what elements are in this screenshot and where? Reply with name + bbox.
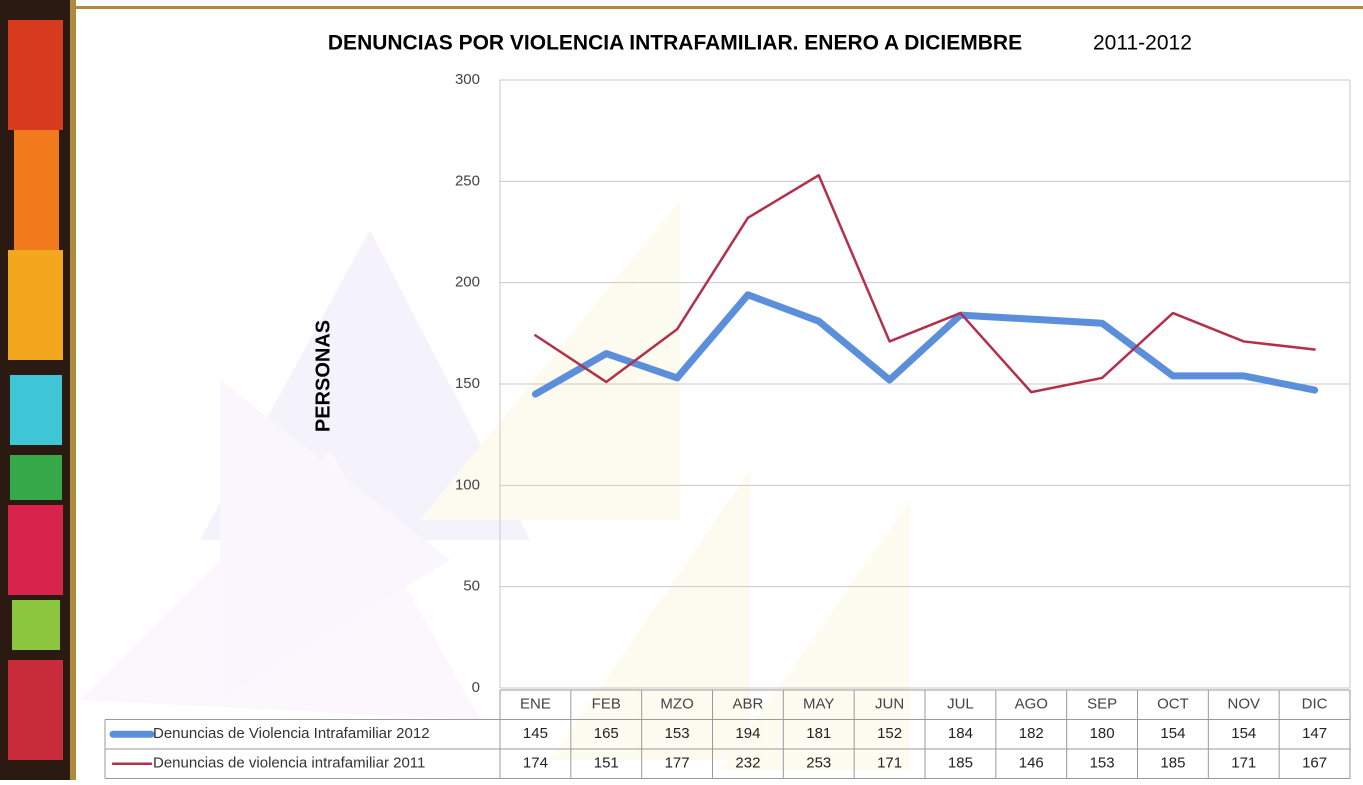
table-value: 165 [594,725,619,742]
y-tick-label: 150 [455,375,480,392]
table-value: 194 [735,725,760,742]
table-value: 154 [1160,725,1185,742]
table-value: 167 [1302,755,1327,772]
table-value: 180 [1090,725,1115,742]
y-tick-label: 200 [455,274,480,291]
legend-label: Denuncias de violencia intrafamiliar 201… [153,755,425,772]
table-value: 147 [1302,725,1327,742]
table-value: 153 [1090,755,1115,772]
table-value: 152 [877,725,902,742]
x-tick-label: OCT [1157,696,1189,713]
table-value: 174 [523,755,548,772]
y-tick-label: 0 [472,679,480,696]
x-tick-label: ABR [732,696,763,713]
y-tick-label: 100 [455,476,480,493]
table-value: 154 [1231,725,1256,742]
chart-title: DENUNCIAS POR VIOLENCIA INTRAFAMILIAR. E… [328,32,1022,55]
x-tick-label: MZO [660,696,693,713]
table-value: 177 [665,755,690,772]
x-tick-label: MAY [803,696,834,713]
table-value: 253 [806,755,831,772]
chart-subtitle: 2011-2012 [1093,32,1192,55]
x-tick-label: DIC [1302,696,1328,713]
x-tick-label: SEP [1087,696,1117,713]
table-value: 171 [1231,755,1256,772]
table-value: 185 [948,755,973,772]
x-tick-label: ENE [520,696,551,713]
y-tick-label: 250 [455,172,480,189]
table-value: 232 [735,755,760,772]
table-value: 171 [877,755,902,772]
table-value: 145 [523,725,548,742]
x-tick-label: NOV [1227,696,1260,713]
table-value: 182 [1019,725,1044,742]
y-tick-label: 300 [455,71,480,88]
chart: DENUNCIAS POR VIOLENCIA INTRAFAMILIAR. E… [0,0,1363,780]
legend-label: Denuncias de Violencia Intrafamiliar 201… [153,725,430,742]
table-value: 151 [594,755,619,772]
table-value: 153 [665,725,690,742]
table-value: 185 [1160,755,1185,772]
x-tick-label: AGO [1015,696,1048,713]
y-tick-label: 50 [463,578,480,595]
table-value: 146 [1019,755,1044,772]
y-axis-label: PERSONAS [312,320,334,432]
x-tick-label: JUN [875,696,904,713]
x-tick-label: FEB [592,696,621,713]
x-tick-label: JUL [947,696,974,713]
table-value: 181 [806,725,831,742]
table-value: 184 [948,725,973,742]
